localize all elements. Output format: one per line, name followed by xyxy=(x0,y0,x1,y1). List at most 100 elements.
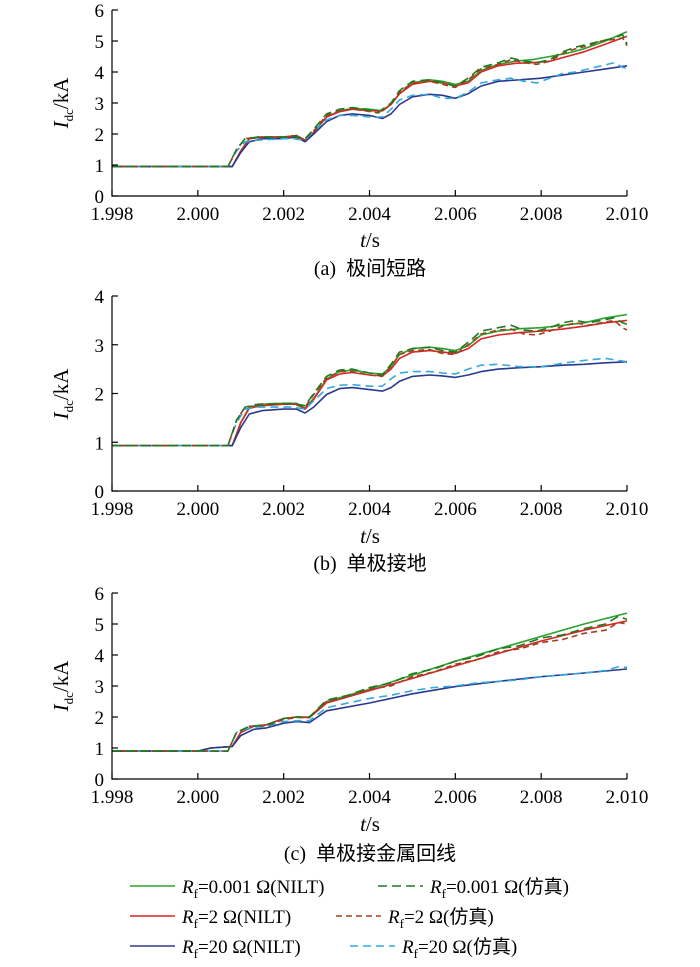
x-tick-label-c: 2.010 xyxy=(606,787,649,808)
y-tick-label-c: 4 xyxy=(95,646,105,667)
legend-sub: f xyxy=(414,946,419,961)
legend-label-r-sim: Rf=2 Ω(仿真) xyxy=(387,906,494,931)
y-tick-label-b: 3 xyxy=(95,336,105,357)
y-label-unit-b: /kA xyxy=(49,368,73,400)
legend-label-r-nilt: Rf=2 Ω(NILT) xyxy=(181,907,291,931)
legend-text: =2 Ω(NILT) xyxy=(198,907,291,928)
y-tick-label-c: 5 xyxy=(95,615,105,636)
x-tick-label-c: 2.006 xyxy=(434,787,477,808)
x-tick-label-c: 2.002 xyxy=(262,787,305,808)
y-tick-label-a: 6 xyxy=(95,1,105,22)
panel-a: 1.998 2.000 2.002 2.004 2.006 2.008 2.010 0 1 2 3 4… xyxy=(49,1,648,280)
series-line-b-nilt-b xyxy=(112,361,628,447)
x-tick-label-a: 2.010 xyxy=(606,204,649,225)
legend: Rf=0.001 Ω(NILT) Rf=0.001 Ω(仿真) Rf=2 Ω(N… xyxy=(130,876,569,961)
x-tick-label-c: 2.000 xyxy=(176,787,219,808)
legend-var: R xyxy=(181,937,194,958)
x-tick-label-a: 2.006 xyxy=(434,204,477,225)
x-tick-label-a: 2.000 xyxy=(176,204,219,225)
series-line-b-nilt-c xyxy=(112,668,628,752)
x-tick-label-b: 2.004 xyxy=(348,499,391,520)
x-axis-label-c: t/s xyxy=(360,812,380,836)
y-label-sub-b: dc xyxy=(61,400,76,413)
axes-a xyxy=(111,10,627,197)
y-tick-label-b: 2 xyxy=(95,385,105,406)
y-tick-label-a: 1 xyxy=(95,156,105,177)
ticks-a: 1.998 2.000 2.002 2.004 2.006 2.008 2.010 0 1 2 3 4… xyxy=(91,1,649,225)
series-layer-a xyxy=(112,30,628,168)
caption-text-b: 单极接地 xyxy=(347,552,427,575)
x-label-unit-c: /s xyxy=(366,812,380,836)
y-tick-label-a: 2 xyxy=(95,125,105,146)
y-tick-label-a: 0 xyxy=(95,187,105,208)
legend-item-b-nilt: Rf=20 Ω(NILT) xyxy=(130,937,301,961)
legend-sub: f xyxy=(194,946,199,961)
series-line-r-sim-a xyxy=(112,37,628,168)
y-tick-label-b: 4 xyxy=(95,287,105,308)
series-line-g-sim-b xyxy=(112,317,628,447)
x-label-var-a: t xyxy=(360,228,367,252)
y-label-sub-a: dc xyxy=(61,109,76,122)
x-axis-label-b: t/s xyxy=(360,524,380,548)
y-axis-label-a: Idc/kA xyxy=(49,77,76,130)
legend-text: =2 Ω(仿真) xyxy=(404,906,494,928)
axes-b xyxy=(111,296,627,492)
legend-sub: f xyxy=(194,886,199,901)
x-tick-label-a: 2.008 xyxy=(520,204,563,225)
y-tick-label-c: 1 xyxy=(95,739,105,760)
legend-var: R xyxy=(387,907,400,928)
legend-sub: f xyxy=(194,916,199,931)
series-line-b-sim-c xyxy=(112,666,628,752)
legend-item-b-sim: Rf=20 Ω(仿真) xyxy=(350,936,517,961)
y-label-sub-c: dc xyxy=(61,692,76,705)
legend-item-r-sim: Rf=2 Ω(仿真) xyxy=(336,906,494,931)
series-line-r-nilt-c xyxy=(112,620,628,752)
x-label-var-b: t xyxy=(360,524,367,548)
y-tick-label-b: 0 xyxy=(95,482,105,503)
x-tick-label-b: 2.008 xyxy=(520,499,563,520)
series-line-g-sim-c xyxy=(112,615,628,752)
series-line-b-nilt-a xyxy=(112,65,628,168)
y-tick-label-a: 4 xyxy=(95,63,105,84)
y-axis-label-b: Idc/kA xyxy=(49,368,76,421)
ticks-c: 1.998 2.000 2.002 2.004 2.006 2.008 2.010 0 1 2 3 4… xyxy=(91,584,649,808)
series-line-r-sim-b xyxy=(112,319,628,447)
legend-text: =0.001 Ω(NILT) xyxy=(198,877,325,898)
caption-tag-a: (a) xyxy=(314,258,336,280)
panel-b: 1.998 2.000 2.002 2.004 2.006 2.008 2.010 0 1 2 3 4… xyxy=(49,287,648,575)
x-label-unit-a: /s xyxy=(366,228,380,252)
caption-text-a: 极间短路 xyxy=(346,257,426,280)
legend-item-g-sim: Rf=0.001 Ω(仿真) xyxy=(378,876,569,901)
x-tick-label-b: 2.002 xyxy=(262,499,305,520)
panel-c: 1.998 2.000 2.002 2.004 2.006 2.008 2.010 0 1 2 3 4… xyxy=(49,584,648,865)
series-line-r-sim-c xyxy=(112,621,628,752)
caption-tag-c: (c) xyxy=(284,843,306,865)
y-label-unit-c: /kA xyxy=(49,660,73,692)
legend-item-g-nilt: Rf=0.001 Ω(NILT) xyxy=(130,877,324,901)
series-layer-c xyxy=(112,612,628,752)
legend-sub: f xyxy=(400,916,405,931)
y-label-var-b: I xyxy=(49,411,73,420)
caption-b: (b) 单极接地 xyxy=(313,552,426,575)
x-label-var-c: t xyxy=(360,812,367,836)
x-tick-label-c: 2.004 xyxy=(348,787,391,808)
series-line-g-nilt-c xyxy=(112,612,628,752)
y-label-unit-a: /kA xyxy=(49,77,73,109)
y-tick-label-c: 3 xyxy=(95,677,105,698)
y-axis-label-c: Idc/kA xyxy=(49,660,76,713)
legend-var: R xyxy=(401,937,414,958)
series-layer-b xyxy=(112,313,628,447)
x-tick-label-a: 1.998 xyxy=(91,204,134,225)
x-tick-label-a: 2.002 xyxy=(262,204,305,225)
legend-item-r-nilt: Rf=2 Ω(NILT) xyxy=(130,907,291,931)
caption-text-c: 单极接金属回线 xyxy=(316,842,456,865)
ticks-b: 1.998 2.000 2.002 2.004 2.006 2.008 2.010 0 1 2 3 4 xyxy=(91,287,649,520)
caption-a: (a) 极间短路 xyxy=(314,257,426,280)
y-label-var-a: I xyxy=(49,120,73,129)
y-tick-label-c: 2 xyxy=(95,708,105,729)
legend-label-b-nilt: Rf=20 Ω(NILT) xyxy=(181,937,301,961)
y-tick-label-b: 1 xyxy=(95,433,105,454)
x-axis-label-a: t/s xyxy=(360,228,380,252)
series-line-r-nilt-b xyxy=(112,319,628,447)
